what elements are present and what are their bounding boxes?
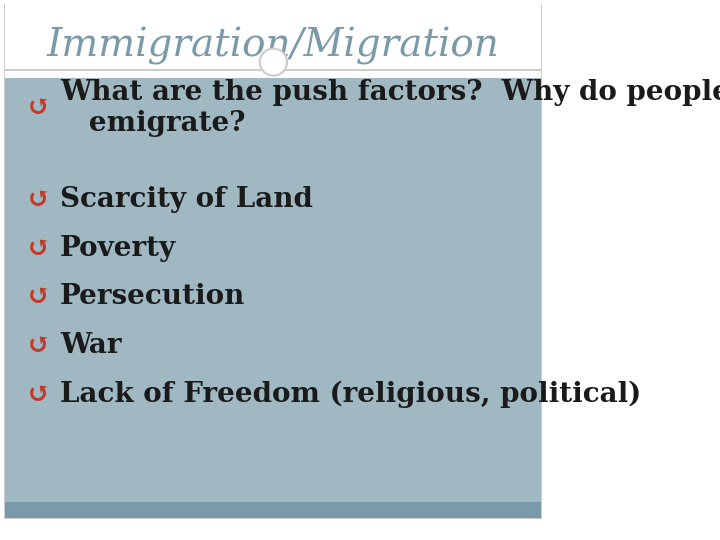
Text: ↺: ↺ [27,94,50,122]
Text: ↺: ↺ [27,381,50,408]
Text: What are the push factors?  Why do people
   emigrate?: What are the push factors? Why do people… [60,79,720,137]
Text: ↺: ↺ [27,284,50,310]
Text: Poverty: Poverty [60,235,176,262]
FancyBboxPatch shape [6,5,541,518]
Text: Persecution: Persecution [60,284,246,310]
FancyBboxPatch shape [6,502,541,518]
Text: Lack of Freedom (religious, political): Lack of Freedom (religious, political) [60,381,642,408]
Text: Immigration/Migration: Immigration/Migration [47,27,500,65]
Text: War: War [60,332,122,359]
Text: ↺: ↺ [27,186,50,213]
Text: ↺: ↺ [27,332,50,359]
FancyBboxPatch shape [6,78,541,502]
FancyBboxPatch shape [6,3,541,78]
Text: ↺: ↺ [27,235,50,262]
Circle shape [260,49,287,76]
Text: Scarcity of Land: Scarcity of Land [60,186,313,213]
